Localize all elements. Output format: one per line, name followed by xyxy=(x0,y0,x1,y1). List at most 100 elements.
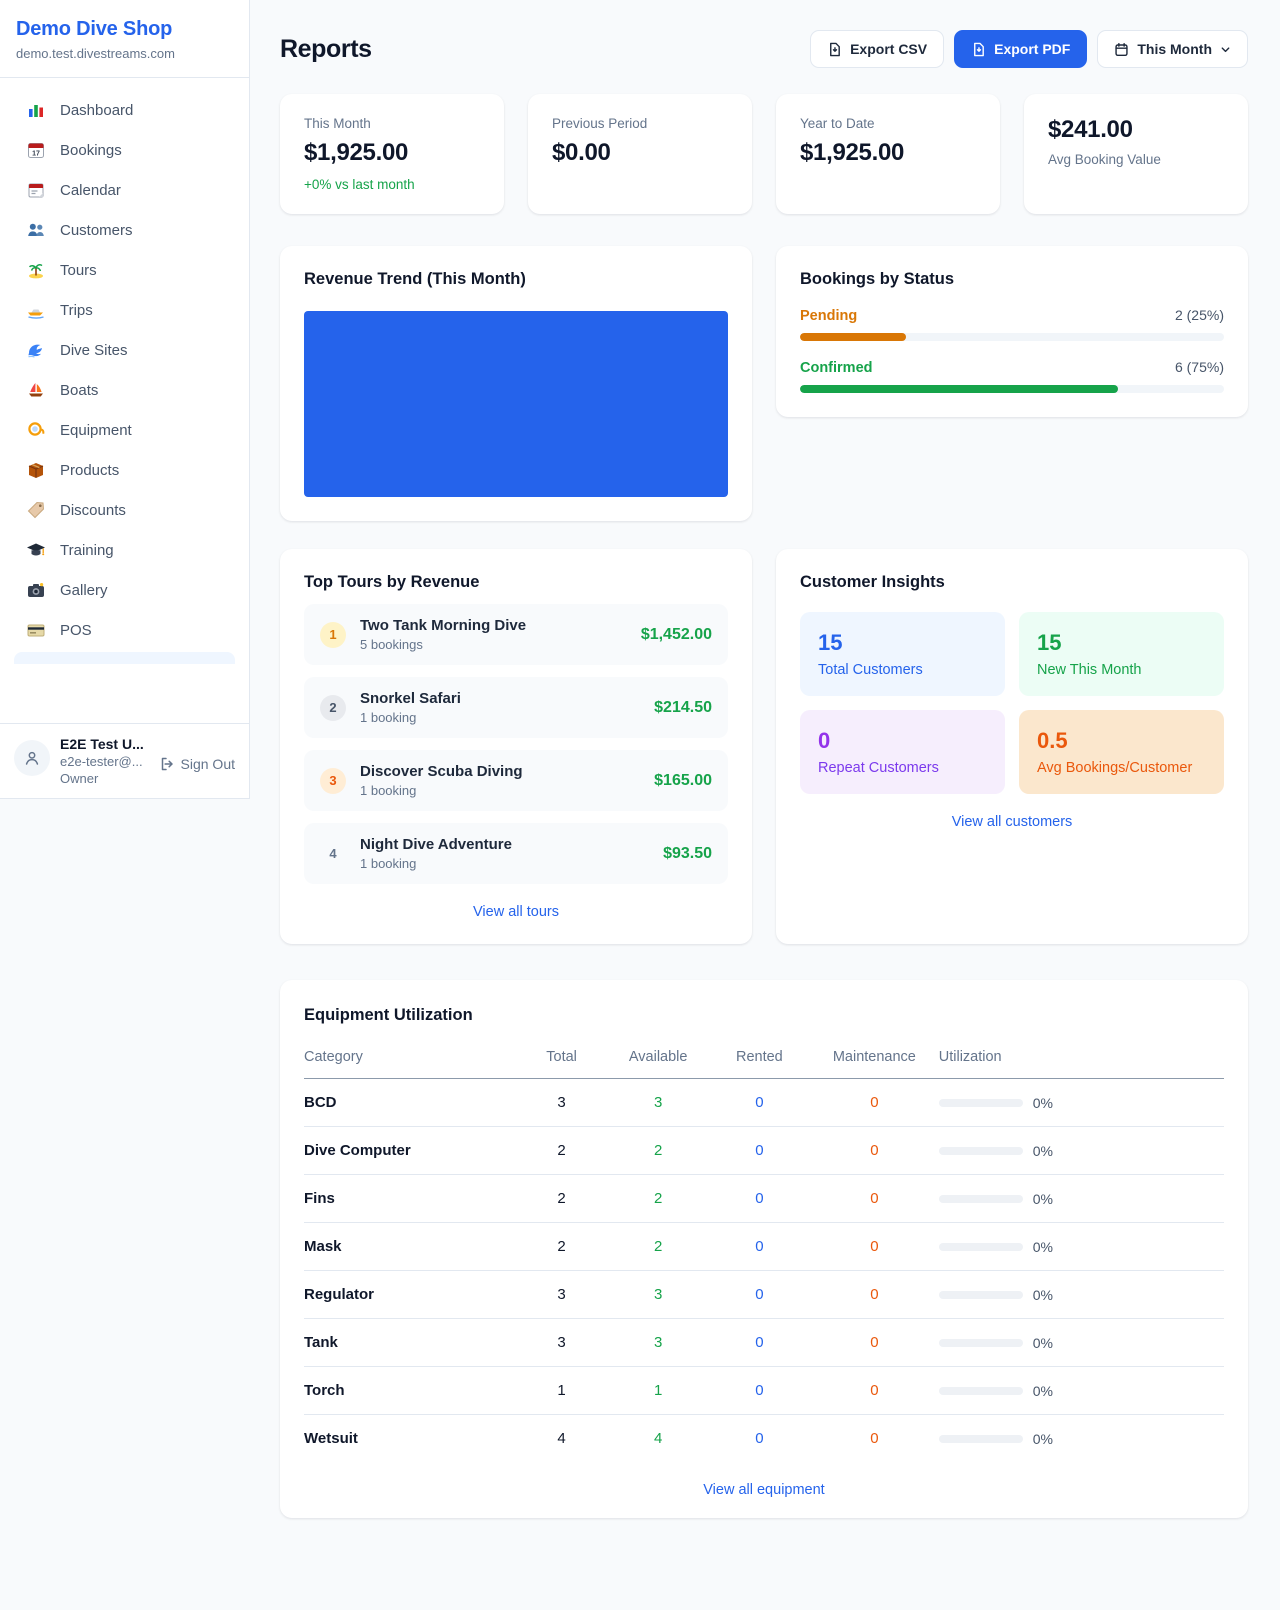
sidebar-item-gallery[interactable]: Gallery xyxy=(12,570,237,610)
table-row: Torch 1 1 0 0 0% xyxy=(304,1366,1224,1415)
sidebar-item-training[interactable]: Training xyxy=(12,530,237,570)
stat-value: $1,925.00 xyxy=(304,139,409,166)
tile-label: Repeat Customers xyxy=(818,760,939,776)
sidebar-item-label: Dashboard xyxy=(60,101,134,119)
sidebar-item-tours[interactable]: Tours xyxy=(12,250,237,290)
sidebar-item-dashboard[interactable]: Dashboard xyxy=(12,90,237,130)
progress-fill xyxy=(800,333,906,341)
sidebar-item-calendar[interactable]: Calendar xyxy=(12,170,237,210)
status-row-pending: Pending 2 (25%) xyxy=(800,307,1224,341)
table-header-row: Category Total Available Rented Maintena… xyxy=(304,1041,1224,1079)
top-tours-title: Top Tours by Revenue xyxy=(304,573,480,591)
sidebar-item-discounts[interactable]: Discounts xyxy=(12,490,237,530)
stat-card-previous-period: Previous Period $0.00 xyxy=(528,94,752,214)
sidebar-item-dive-sites[interactable]: Dive Sites xyxy=(12,330,237,370)
period-dropdown[interactable]: This Month xyxy=(1097,30,1248,68)
tour-amount: $93.50 xyxy=(663,844,712,862)
progress-track xyxy=(800,333,1224,341)
utilization-bar xyxy=(938,1146,1023,1155)
status-label: Confirmed xyxy=(800,360,873,376)
stat-label: Previous Period xyxy=(552,116,648,131)
tour-name: Discover Scuba Diving xyxy=(360,763,523,780)
sidebar-item-products[interactable]: Products xyxy=(12,450,237,490)
dashboard-icon xyxy=(26,100,46,120)
status-label: Pending xyxy=(800,308,858,324)
sign-out-icon xyxy=(161,757,173,771)
sidebar-item-label: Calendar xyxy=(60,181,121,199)
dive-sites-wave-icon xyxy=(26,340,46,360)
equipment-table-body: BCD 3 3 0 0 0% Dive Computer 2 2 0 0 0% … xyxy=(304,1078,1224,1463)
col-rented: Rented xyxy=(708,1041,810,1079)
lists-row: Top Tours by Revenue 1 Two Tank Morning … xyxy=(280,549,1248,944)
tour-bookings: 5 bookings xyxy=(360,637,423,652)
customer-insights-card: Customer Insights 15 Total Customers 15 … xyxy=(776,549,1248,944)
view-all-tours-link[interactable]: View all tours xyxy=(473,904,559,920)
sidebar-item-equipment[interactable]: Equipment xyxy=(12,410,237,450)
status-row-confirmed: Confirmed 6 (75%) xyxy=(800,359,1224,393)
utilization-bar xyxy=(938,1338,1023,1347)
view-all-customers-link[interactable]: View all customers xyxy=(951,814,1073,830)
bookings-status-card: Bookings by Status Pending 2 (25%) Confi… xyxy=(776,246,1248,417)
sidebar-item-customers[interactable]: Customers xyxy=(12,210,237,250)
progress-track xyxy=(800,385,1224,393)
discounts-tag-icon xyxy=(26,500,46,520)
gallery-camera-icon xyxy=(26,580,46,600)
stat-value: $241.00 xyxy=(1048,116,1133,143)
sidebar-item-label: Equipment xyxy=(60,421,132,439)
user-info: E2E Test U... e2e-tester@... Owner xyxy=(60,736,144,786)
sidebar-item-label: Dive Sites xyxy=(60,341,128,359)
chevron-down-icon xyxy=(1221,46,1230,52)
revenue-trend-chart xyxy=(304,311,728,497)
insight-tile-total-customers: 15 Total Customers xyxy=(800,612,1005,696)
progress-fill xyxy=(800,385,1118,393)
top-tours-card: Top Tours by Revenue 1 Two Tank Morning … xyxy=(280,549,752,944)
rank-badge: 1 xyxy=(320,621,346,648)
sidebar-item-label: Training xyxy=(60,541,114,559)
equipment-table: Category Total Available Rented Maintena… xyxy=(304,1041,1224,1462)
sidebar-item-bookings[interactable]: 17 Bookings xyxy=(12,130,237,170)
sidebar-item-reports[interactable] xyxy=(14,652,235,664)
col-category: Category xyxy=(304,1041,516,1079)
sidebar-item-trips[interactable]: Trips xyxy=(12,290,237,330)
col-utilization: Utilization xyxy=(938,1041,1224,1079)
sidebar-item-pos[interactable]: POS xyxy=(12,610,237,650)
col-maintenance: Maintenance xyxy=(809,1041,939,1079)
stat-value: $0.00 xyxy=(552,139,611,166)
table-row: Tank 3 3 0 0 0% xyxy=(304,1318,1224,1367)
sidebar-user-footer: E2E Test U... e2e-tester@... Owner Sign … xyxy=(0,723,249,798)
customers-icon xyxy=(26,220,46,240)
tour-row: 2 Snorkel Safari 1 booking $214.50 xyxy=(304,677,728,738)
view-all-equipment-link[interactable]: View all equipment xyxy=(703,1482,825,1498)
page-title: Reports xyxy=(280,34,372,63)
stat-card-avg-booking-value: $241.00 Avg Booking Value xyxy=(1024,94,1248,214)
tile-value: 0.5 xyxy=(1037,728,1068,753)
utilization-bar xyxy=(938,1098,1023,1107)
stats-row: This Month $1,925.00 +0% vs last month P… xyxy=(280,94,1248,214)
calendar-icon xyxy=(26,180,46,200)
avatar xyxy=(14,740,50,776)
export-csv-button[interactable]: Export CSV xyxy=(810,30,945,68)
col-total: Total xyxy=(515,1041,608,1079)
tile-value: 15 xyxy=(1037,630,1062,655)
stat-card-year-to-date: Year to Date $1,925.00 xyxy=(776,94,1000,214)
sidebar-item-boats[interactable]: Boats xyxy=(12,370,237,410)
tour-amount: $1,452.00 xyxy=(640,625,712,643)
utilization-bar xyxy=(938,1194,1023,1203)
user-email: e2e-tester@... xyxy=(60,754,143,769)
equipment-utilization-card: Equipment Utilization Category Total Ava… xyxy=(280,980,1248,1518)
stat-delta: +0% vs last month xyxy=(304,177,415,192)
pos-card-icon xyxy=(26,620,46,640)
sign-out-button[interactable]: Sign Out xyxy=(159,756,235,772)
sidebar-item-label: Gallery xyxy=(60,581,108,599)
rank-badge: 2 xyxy=(320,694,346,721)
export-pdf-button[interactable]: Export PDF xyxy=(954,30,1088,68)
customer-insights-title: Customer Insights xyxy=(800,573,945,591)
sidebar-item-label: Products xyxy=(60,461,120,479)
shop-header: Demo Dive Shop demo.test.divestreams.com xyxy=(0,0,249,78)
tile-value: 15 xyxy=(818,630,843,655)
tour-amount: $165.00 xyxy=(654,771,712,789)
sidebar-item-label: Tours xyxy=(60,261,97,279)
tour-bookings: 1 booking xyxy=(360,783,417,798)
table-row: Wetsuit 4 4 0 0 0% xyxy=(304,1430,1053,1447)
tour-row: 1 Two Tank Morning Dive 5 bookings $1,45… xyxy=(304,604,728,665)
